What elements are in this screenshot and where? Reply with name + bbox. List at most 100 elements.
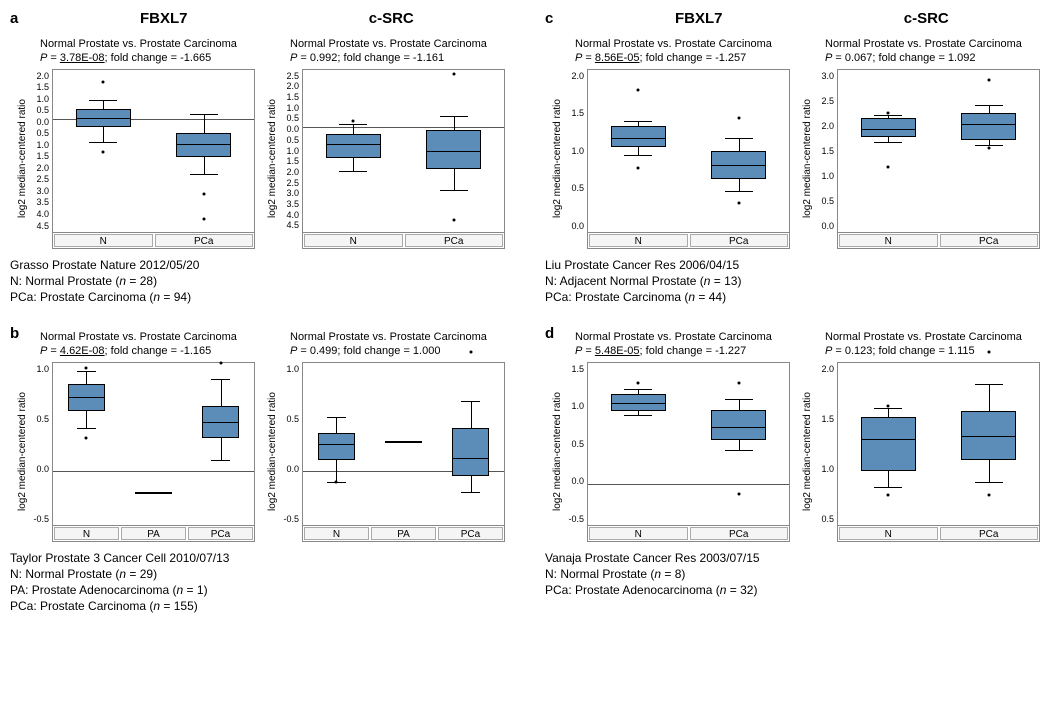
ytick: 1.5 [30,82,49,92]
whisker-cap [461,492,479,493]
whisker-cap [874,115,902,116]
ytick: -0.5 [30,514,49,524]
median-line [862,439,915,440]
outlier [452,73,455,76]
y-axis-label: log2 median-centered ratio [800,362,815,542]
outlier [452,219,455,222]
outlier [987,79,990,82]
ytick: 0.5 [565,439,584,449]
y-axis-label: log2 median-centered ratio [550,69,565,249]
stat-text: Normal Prostate vs. Prostate Carcinoma P… [800,37,1040,66]
y-ticks: 1.00.50.0-0.5 [30,362,52,542]
whisker-cap [211,379,229,380]
ytick: 2.0 [30,163,49,173]
x-category-label: PCa [188,527,253,540]
whisker-cap [461,401,479,402]
ytick: 2.0 [815,364,834,374]
ytick: 1.0 [815,171,834,181]
whisker [103,127,104,142]
x-labels: NPCa [53,232,254,248]
gene-header: FBXL7 [585,10,813,27]
outlier [85,367,88,370]
ytick: -0.5 [280,514,299,524]
whisker-cap [77,371,95,372]
whisker [989,105,990,113]
outlier [737,382,740,385]
y-axis-label: log2 median-centered ratio [550,362,565,542]
x-labels: NPCa [588,525,789,541]
ytick: 3.5 [280,199,299,209]
whisker [86,411,87,427]
whisker-cap [440,190,468,191]
ytick: 4.5 [280,220,299,230]
x-category-label: N [839,234,938,247]
outlier [887,493,890,496]
whisker [353,158,354,172]
stat-text: Normal Prostate vs. Prostate Carcinoma P… [800,330,1040,359]
x-category-label: N [54,527,119,540]
median-line [177,144,230,145]
box [176,133,231,157]
ytick: -0.5 [565,514,584,524]
whisker [353,124,354,134]
x-category-label: N [304,527,369,540]
outlier [637,167,640,170]
x-category-label: PCa [155,234,254,247]
y-ticks: 2.01.51.00.5 [815,362,837,542]
outlier [102,81,105,84]
whisker [888,471,889,487]
ytick: 1.0 [30,140,49,150]
boxplot: Normal Prostate vs. Prostate Carcinoma P… [15,37,255,249]
box [452,428,489,477]
outlier [737,492,740,495]
caption: Grasso Prostate Nature 2012/05/20N: Norm… [10,257,505,306]
ytick: 3.0 [30,186,49,196]
median-line [962,124,1015,125]
whisker-cap [975,482,1003,483]
ytick: 4.0 [30,209,49,219]
stat-text: Normal Prostate vs. Prostate Carcinoma P… [15,330,255,359]
median-line [203,422,238,423]
panel-letter: b [10,325,19,342]
y-axis-label: log2 median-centered ratio [265,69,280,249]
x-category-label: N [54,234,153,247]
panel-a: a FBXL7c-SRC Normal Prostate vs. Prostat… [10,10,505,305]
outlier [637,88,640,91]
whisker [336,460,337,482]
outlier [737,117,740,120]
whisker-cap [440,116,468,117]
whisker-cap [339,124,367,125]
y-axis-label: log2 median-centered ratio [265,362,280,542]
ytick: 0.0 [565,221,584,231]
whisker [471,476,472,492]
median-line [319,444,354,445]
x-category-label: PA [371,527,436,540]
boxplot: Normal Prostate vs. Prostate Carcinoma P… [800,37,1040,249]
ytick: 1.0 [30,94,49,104]
whisker-cap [624,121,652,122]
whisker [221,438,222,460]
median-line [712,427,765,428]
ytick: 2.0 [815,121,834,131]
whisker-cap [339,171,367,172]
whisker [638,147,639,155]
median-line [77,118,130,119]
ytick: 1.0 [815,464,834,474]
whisker [103,100,104,110]
outlier [987,146,990,149]
outlier [335,480,338,483]
stat-text: Normal Prostate vs. Prostate Carcinoma P… [550,330,790,359]
zero-line [303,127,504,128]
ytick: 1.5 [565,108,584,118]
y-ticks: 1.51.00.50.0-0.5 [565,362,587,542]
whisker [888,408,889,417]
whisker-cap [190,114,218,115]
whisker [989,384,990,411]
ytick: 3.5 [30,197,49,207]
stat-text: Normal Prostate vs. Prostate Carcinoma P… [265,330,505,359]
median-line [427,151,480,152]
ytick: 2.5 [280,71,299,81]
whisker [204,157,205,174]
y-ticks: 1.00.50.0-0.5 [280,362,302,542]
x-labels: NPCa [838,232,1039,248]
